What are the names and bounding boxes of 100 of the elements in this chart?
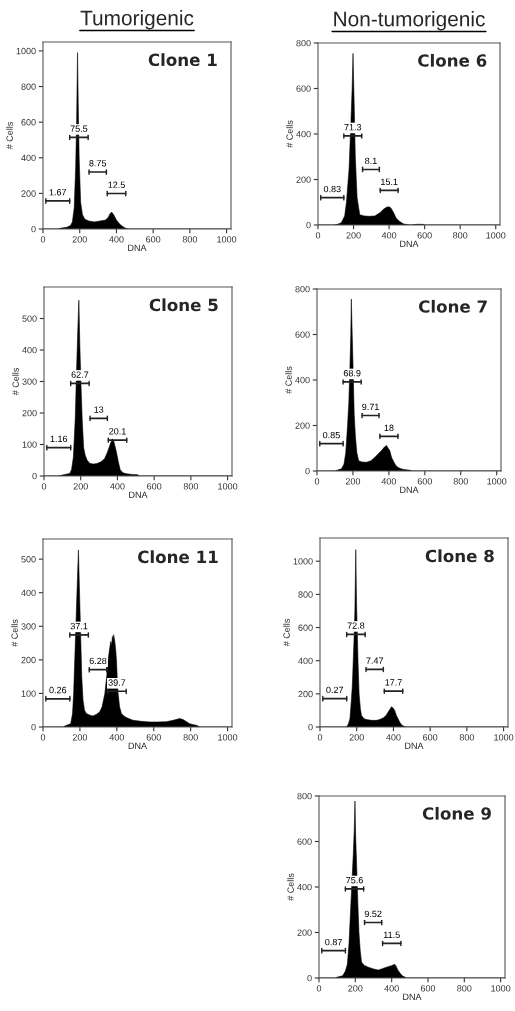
x-axis-title: DNA [405, 742, 424, 749]
x-tick-label: 800 [459, 734, 475, 741]
annotation: 62.7 [71, 371, 89, 378]
x-tick-label: 0 [317, 734, 323, 741]
y-tick-label: 100 [21, 690, 36, 697]
x-tick-label: 600 [146, 236, 161, 243]
x-tick-label: 400 [384, 985, 399, 992]
x-tick-label: 800 [453, 478, 468, 485]
y-tick-label: 500 [22, 315, 37, 322]
text: Clone 5 [149, 298, 218, 312]
text: Clone 8 [425, 549, 494, 563]
x-tick-label: 200 [72, 236, 87, 243]
annotation: 39.7 [108, 679, 126, 686]
annotation: 0.87 [325, 938, 342, 946]
y-axis-title: # Cells [283, 619, 290, 647]
y-tick-label: 300 [22, 378, 37, 385]
y-tick-label: 200 [298, 690, 313, 698]
y-axis-title: # Cells [287, 873, 294, 901]
x-tick-label: 0 [40, 236, 46, 243]
annotation: 0.83 [323, 185, 341, 193]
annotation: 0.26 [49, 686, 67, 694]
y-tick-label: 200 [297, 929, 312, 936]
y-tick-label: 400 [298, 657, 313, 665]
x-tick-label: 200 [345, 478, 361, 485]
annotation: 72.8 [347, 622, 365, 629]
text: Clone 9 [422, 806, 491, 820]
x-tick-label: 1000 [218, 483, 238, 490]
y-tick-label: 200 [295, 422, 310, 429]
y-tick-label: 1000 [293, 558, 313, 565]
x-tick-label: 800 [182, 236, 198, 243]
y-axis-title: # Cells [6, 122, 13, 150]
x-tick-label: 0 [315, 232, 321, 239]
annotation: 12.5 [108, 181, 125, 188]
annotation: 20.1 [109, 428, 126, 435]
y-tick-label: 100 [22, 441, 37, 448]
x-tick-label: 400 [109, 236, 124, 243]
annotation: 0.85 [323, 431, 340, 439]
x-axis-title: DNA [129, 491, 148, 498]
x-tick-label: 200 [346, 232, 361, 239]
x-tick-label: 1000 [491, 985, 511, 992]
x-tick-label: 600 [420, 985, 436, 992]
y-tick-label: 400 [297, 883, 312, 891]
y-tick-label: 0 [32, 472, 37, 480]
chart-subtitle: Tumorigenic [80, 10, 194, 30]
text: Clone 11 [138, 550, 218, 564]
y-tick-label: 0 [305, 467, 310, 475]
x-tick-label: 800 [453, 232, 468, 239]
y-tick-label: 800 [295, 285, 310, 293]
y-tick-label: 0 [306, 221, 311, 229]
annotation: 13 [94, 406, 104, 413]
y-tick-label: 200 [296, 176, 311, 183]
y-tick-label: 600 [21, 119, 36, 126]
y-tick-label: 600 [298, 624, 313, 631]
y-tick-label: 800 [297, 792, 312, 800]
annotation: 68.9 [343, 370, 361, 377]
annotation: 15.1 [381, 178, 398, 185]
text: Clone 6 [418, 53, 487, 67]
y-tick-label: 400 [22, 346, 37, 354]
x-tick-label: 200 [73, 483, 88, 490]
x-tick-label: 800 [457, 985, 472, 992]
y-tick-label: 600 [297, 838, 312, 845]
y-axis-title: # Cells [286, 120, 293, 148]
x-tick-label: 200 [349, 734, 364, 741]
annotation: 0.27 [326, 686, 344, 694]
y-tick-label: 0 [308, 723, 313, 731]
x-axis-title: DNA [400, 486, 419, 493]
x-tick-label: 600 [417, 232, 432, 239]
annotation: 75.6 [346, 877, 363, 884]
annotation: 6.28 [89, 657, 107, 665]
x-tick-label: 0 [41, 483, 47, 490]
annotation: 1.67 [49, 189, 67, 196]
annotation: 1.16 [50, 435, 68, 443]
x-tick-label: 600 [423, 734, 438, 741]
y-tick-label: 800 [21, 83, 36, 90]
x-tick-label: 0 [316, 985, 322, 992]
x-tick-label: 400 [110, 483, 125, 490]
y-tick-label: 200 [21, 656, 36, 664]
y-tick-label: 500 [21, 556, 36, 563]
text: Clone 1 [148, 53, 217, 67]
y-tick-label: 0 [307, 974, 312, 982]
x-tick-label: 1000 [486, 232, 506, 239]
y-tick-label: 600 [296, 85, 311, 92]
x-axis-title: DNA [400, 240, 419, 247]
y-tick-label: 1000 [16, 47, 36, 55]
y-tick-label: 800 [296, 39, 311, 47]
y-axis-title: # Cells [12, 368, 19, 396]
x-axis-title: DNA [403, 993, 422, 1000]
x-tick-label: 600 [417, 478, 432, 485]
y-axis-title: # Cells [11, 619, 18, 647]
y-tick-label: 800 [298, 591, 313, 598]
y-tick-label: 300 [21, 623, 36, 630]
x-tick-label: 0 [314, 478, 320, 485]
y-tick-label: 200 [22, 409, 37, 417]
y-tick-label: 400 [296, 130, 311, 138]
y-tick-label: 0 [31, 225, 36, 233]
x-tick-label: 400 [386, 734, 401, 741]
x-tick-label: 1000 [487, 478, 507, 485]
x-tick-label: 800 [183, 483, 199, 490]
annotation: 37.1 [70, 622, 88, 630]
x-tick-label: 400 [381, 478, 397, 485]
